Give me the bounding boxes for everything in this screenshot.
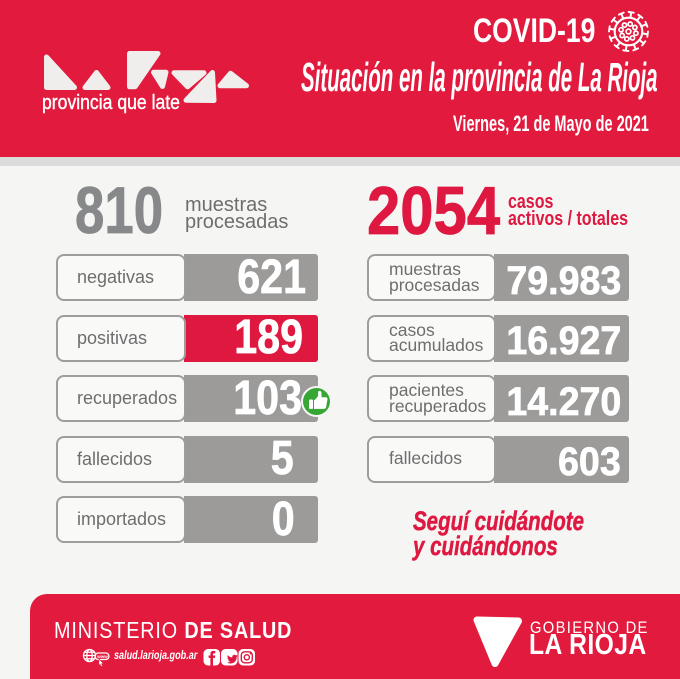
- svg-text:www: www: [96, 654, 108, 659]
